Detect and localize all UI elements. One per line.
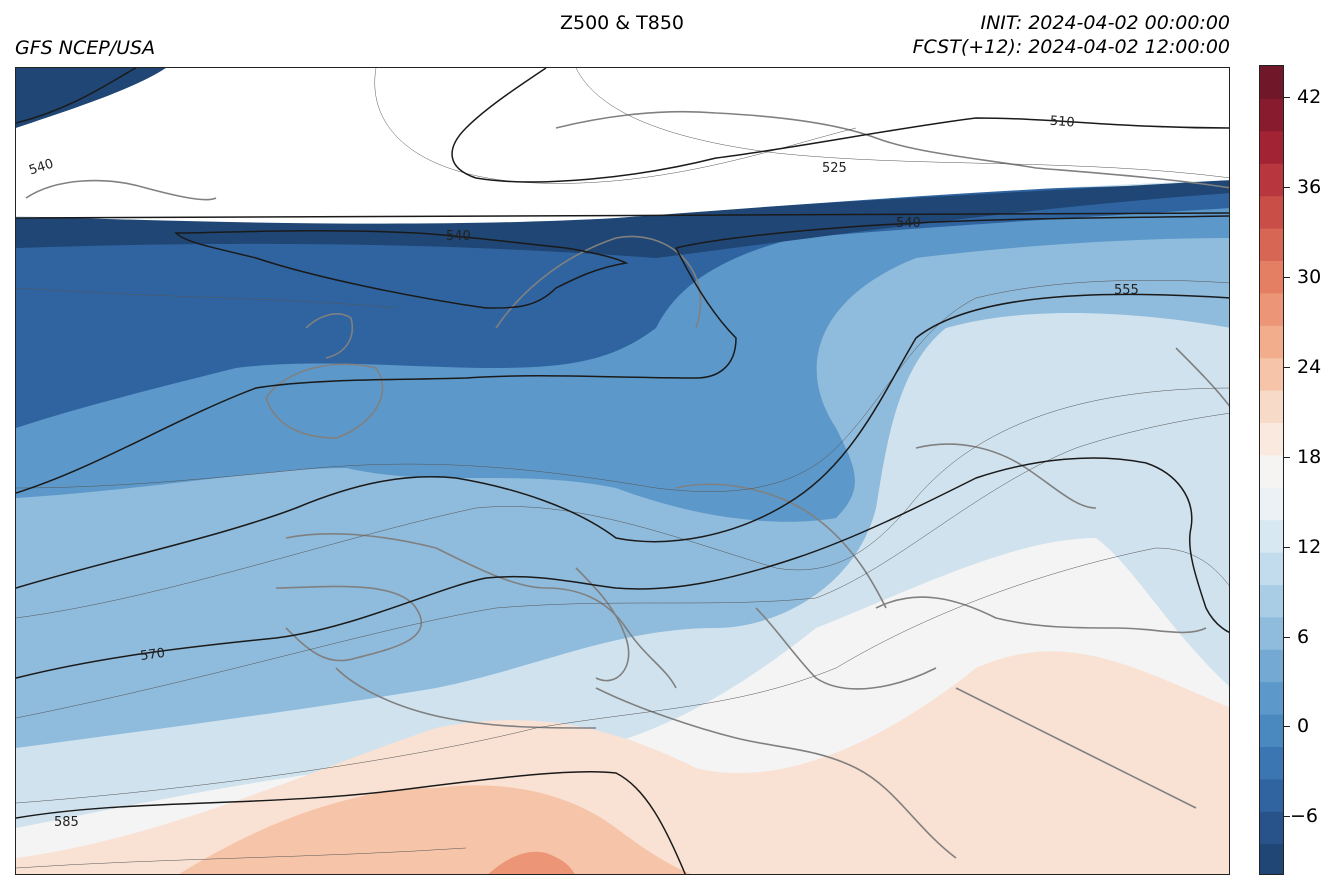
colorbar-band — [1260, 649, 1283, 683]
colorbar-band — [1260, 228, 1283, 261]
colorbar-tick-label: 12 — [1297, 536, 1322, 558]
colorbar-tick — [1284, 277, 1290, 278]
init-time-label: INIT: 2024-04-02 00:00:00 — [980, 12, 1230, 34]
temperature-colorbar — [1259, 65, 1284, 875]
z500-contours — [16, 68, 1229, 874]
colorbar-band — [1260, 746, 1283, 780]
colorbar-band — [1260, 811, 1283, 845]
colorbar-tick-label: 30 — [1297, 266, 1322, 288]
contour-label: 585 — [54, 815, 79, 830]
hottest-region — [488, 851, 575, 874]
colorbar-tick — [1284, 367, 1290, 368]
polar-white-region — [16, 68, 1229, 224]
contour-label: 540 — [896, 216, 921, 231]
colorbar-tick-label: 24 — [1297, 356, 1322, 378]
contour-labels: 510 525 540 540 540 555 570 585 — [27, 114, 1139, 830]
colorbar-tick — [1284, 816, 1290, 817]
colorbar-tick-label: −6 — [1290, 805, 1319, 827]
colorbar-tick-label: 42 — [1297, 86, 1322, 108]
colorbar-band — [1260, 130, 1283, 164]
colorbar-tick — [1284, 97, 1290, 98]
colorbar-band — [1260, 390, 1283, 423]
colorbar-band — [1260, 454, 1283, 488]
forecast-time-label: FCST(+12): 2024-04-02 12:00:00 — [912, 36, 1230, 58]
colorbar-band — [1260, 66, 1283, 99]
colorbar-band — [1260, 487, 1283, 521]
contour-label: 555 — [1114, 283, 1139, 298]
colorbar-band — [1260, 292, 1283, 326]
coastlines — [25, 110, 1229, 859]
colorbar-band — [1260, 98, 1283, 132]
colorbar-tick-label: 0 — [1297, 715, 1310, 737]
colorbar-tick — [1284, 187, 1290, 188]
colorbar-band — [1260, 195, 1283, 229]
colorbar-band — [1260, 681, 1283, 715]
model-source-label: GFS NCEP/USA — [15, 37, 156, 59]
colorbar-band — [1260, 778, 1283, 812]
hot-region — [179, 785, 692, 874]
colorbar-band — [1260, 552, 1283, 585]
colorbar-tick — [1284, 726, 1290, 727]
weather-map: 510 525 540 540 540 555 570 585 — [15, 67, 1230, 875]
colorbar-band — [1260, 843, 1283, 874]
minor-contours — [16, 68, 1229, 869]
contour-label: 570 — [139, 646, 166, 664]
colorbar-band — [1260, 260, 1283, 294]
colorbar-tick-label: 6 — [1297, 626, 1310, 648]
coldest-region — [16, 183, 1229, 428]
colorbar-tick — [1284, 637, 1290, 638]
contour-label: 510 — [1049, 114, 1075, 131]
colorbar-tick-label: 36 — [1297, 176, 1322, 198]
colorbar-band — [1260, 325, 1283, 359]
arctic-cold-region — [16, 68, 1229, 258]
colorbar-band — [1260, 422, 1283, 456]
colorbar-band — [1260, 584, 1283, 618]
contour-label: 540 — [27, 157, 55, 179]
colorbar-band — [1260, 163, 1283, 197]
chart-title: Z500 & T850 — [559, 12, 685, 34]
colorbar-tick-label: 18 — [1297, 446, 1322, 468]
contour-label: 540 — [446, 229, 471, 244]
colorbar-band — [1260, 357, 1283, 391]
colorbar-tick — [1284, 457, 1290, 458]
contour-label: 525 — [822, 161, 847, 176]
colorbar-band — [1260, 519, 1283, 553]
colorbar-band — [1260, 616, 1283, 650]
colorbar-band — [1260, 714, 1283, 747]
colorbar-tick — [1284, 547, 1290, 548]
